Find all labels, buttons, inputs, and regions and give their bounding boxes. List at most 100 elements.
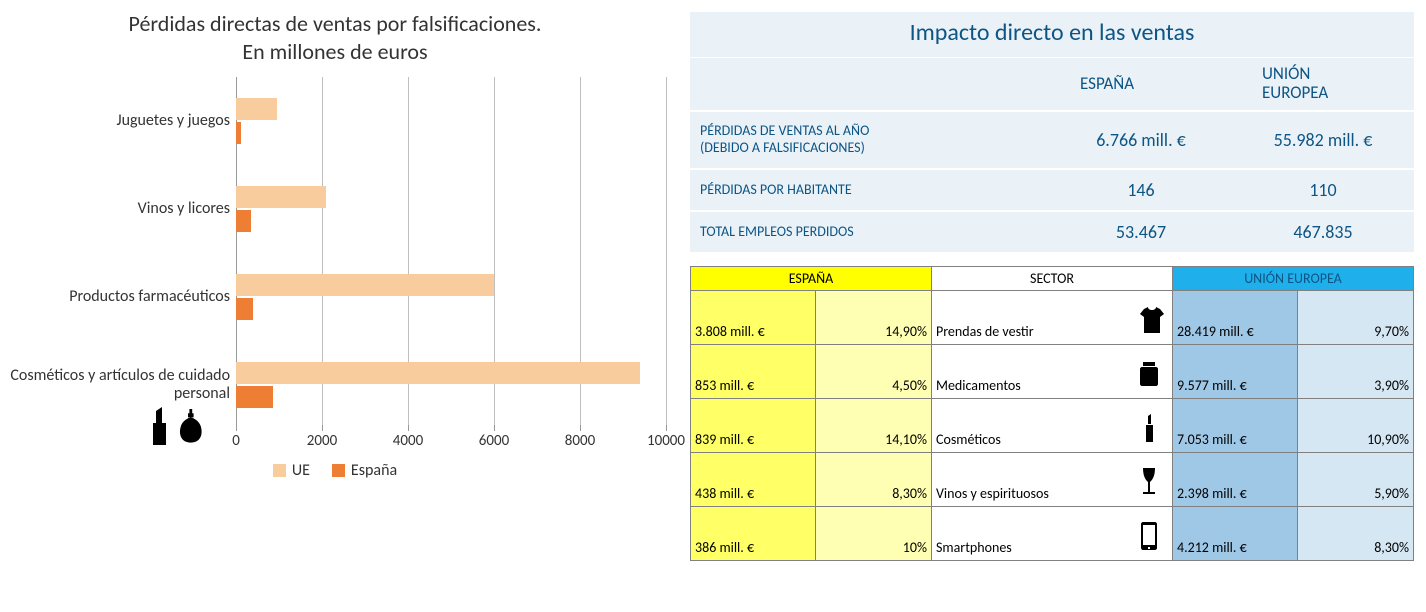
impact-header-spain: ESPAÑA (1050, 75, 1232, 94)
category-label: Productos farmacéuticos (0, 253, 230, 341)
xtick-mark (322, 425, 323, 431)
impact-value-spain: 146 (1050, 179, 1232, 201)
legend-label-espana: España (351, 461, 397, 480)
sector-name: Cosméticos (936, 431, 1130, 448)
sector-row: 438 mill. €8,30%Vinos y espirituosos 2.39… (691, 453, 1414, 507)
sector-row: 386 mill. €10%Smartphones 4.212 mill. €8,… (691, 507, 1414, 561)
sector-table: ESPAÑA SECTOR UNIÓN EUROPEA 3.808 mill. … (690, 266, 1414, 561)
meds-icon (1136, 352, 1168, 394)
bar-ue (236, 362, 640, 384)
xtick-label: 2000 (307, 432, 337, 450)
impact-row: PÉRDIDAS POR HABITANTE146110 (690, 168, 1414, 210)
sector-name-cell: Prendas de vestir (931, 291, 1172, 345)
bar-group (236, 77, 670, 165)
sector-es-percent: 14,10% (816, 399, 932, 453)
x-axis: 0200040006000800010000 (236, 429, 666, 459)
legend: UE España (0, 461, 670, 480)
bar-ue (236, 186, 326, 208)
sector-name: Prendas de vestir (936, 323, 1130, 340)
bar-ue (236, 274, 494, 296)
sector-es-value: 386 mill. € (691, 507, 816, 561)
xtick-mark (408, 425, 409, 431)
chart-title-line2: En millones de euros (242, 38, 427, 65)
impact-row-label: TOTAL EMPLEOS PERDIDOS (690, 224, 1050, 241)
sector-eu-value: 28.419 mill. € (1172, 291, 1297, 345)
xtick-label: 8000 (565, 432, 595, 450)
impact-value-eu: 467.835 (1232, 221, 1414, 243)
sector-row: 853 mill. €4,50%Medicamentos 9.577 mill. … (691, 345, 1414, 399)
impact-value-eu: 110 (1232, 179, 1414, 201)
lipstick-icon (1136, 406, 1168, 448)
xtick-mark (580, 425, 581, 431)
sector-es-value: 438 mill. € (691, 453, 816, 507)
legend-swatch-ue (273, 464, 286, 477)
page: Pérdidas directas de ventas por falsific… (0, 0, 1426, 612)
category-label: Juguetes y juegos (0, 77, 230, 165)
impact-header-eu: UNIÓN EUROPEA (1232, 65, 1414, 102)
sector-es-percent: 4,50% (816, 345, 932, 399)
xtick-label: 10000 (647, 432, 685, 450)
sector-es-percent: 8,30% (816, 453, 932, 507)
sector-row: 3.808 mill. €14,90%Prendas de vestir28.4… (691, 291, 1414, 345)
impact-header: ESPAÑA UNIÓN EUROPEA (690, 58, 1414, 110)
bar-españa (236, 298, 253, 320)
sector-name-cell: Cosméticos (931, 399, 1172, 453)
sector-header-sector: SECTOR (931, 267, 1172, 291)
sector-eu-value: 7.053 mill. € (1172, 399, 1297, 453)
xtick-mark (666, 425, 667, 431)
impact-row-label: PÉRDIDAS POR HABITANTE (690, 182, 1050, 199)
legend-item-espana: España (332, 461, 397, 480)
cosmetics-icon (150, 405, 210, 454)
chart-title-line1: Pérdidas directas de ventas por falsific… (129, 10, 542, 37)
bar-españa (236, 210, 251, 232)
impact-row: PÉRDIDAS DE VENTAS AL AÑO(DEBIDO A FALSI… (690, 110, 1414, 168)
sector-name: Smartphones (936, 539, 1130, 556)
bar-ue (236, 98, 277, 120)
sector-name-cell: Vinos y espirituosos (931, 453, 1172, 507)
plot-area (236, 77, 670, 429)
wine-icon (1136, 460, 1168, 502)
bar-españa (236, 386, 273, 408)
sector-eu-value: 4.212 mill. € (1172, 507, 1297, 561)
impact-row: TOTAL EMPLEOS PERDIDOS53.467467.835 (690, 210, 1414, 252)
sector-name: Medicamentos (936, 377, 1130, 394)
category-labels: Juguetes y juegosVinos y licoresProducto… (0, 77, 236, 429)
sector-eu-percent: 5,90% (1298, 453, 1414, 507)
impact-value-spain: 53.467 (1050, 221, 1232, 243)
xtick-label: 4000 (393, 432, 423, 450)
sector-eu-percent: 9,70% (1298, 291, 1414, 345)
legend-item-ue: UE (273, 461, 310, 480)
right-panel: Impacto directo en las ventas ESPAÑA UNI… (690, 0, 1426, 612)
impact-title: Impacto directo en las ventas (690, 12, 1414, 58)
impact-value-eu: 55.982 mill. € (1232, 129, 1414, 151)
xtick-mark (494, 425, 495, 431)
shirt-icon (1136, 298, 1168, 340)
sector-es-value: 853 mill. € (691, 345, 816, 399)
sector-es-value: 3.808 mill. € (691, 291, 816, 345)
sector-eu-value: 9.577 mill. € (1172, 345, 1297, 399)
sector-header-spain: ESPAÑA (691, 267, 932, 291)
phone-icon (1136, 514, 1168, 556)
sector-eu-percent: 8,30% (1298, 507, 1414, 561)
sector-es-percent: 10% (816, 507, 932, 561)
xtick-label: 0 (232, 432, 240, 450)
sector-header-row: ESPAÑA SECTOR UNIÓN EUROPEA (691, 267, 1414, 291)
impact-value-spain: 6.766 mill. € (1050, 129, 1232, 151)
sector-name-cell: Medicamentos (931, 345, 1172, 399)
chart-panel: Pérdidas directas de ventas por falsific… (0, 0, 690, 612)
bar-group (236, 253, 670, 341)
sector-es-value: 839 mill. € (691, 399, 816, 453)
sector-eu-value: 2.398 mill. € (1172, 453, 1297, 507)
legend-swatch-espana (332, 464, 345, 477)
bar-españa (236, 122, 241, 144)
bar-group (236, 165, 670, 253)
sector-header-eu: UNIÓN EUROPEA (1172, 267, 1413, 291)
chart-title: Pérdidas directas de ventas por falsific… (0, 10, 670, 65)
sector-name-cell: Smartphones (931, 507, 1172, 561)
impact-row-label: PÉRDIDAS DE VENTAS AL AÑO(DEBIDO A FALSI… (690, 123, 1050, 157)
xtick-mark (236, 425, 237, 431)
legend-label-ue: UE (292, 461, 310, 480)
category-label: Vinos y licores (0, 165, 230, 253)
sector-name: Vinos y espirituosos (936, 485, 1130, 502)
sector-eu-percent: 3,90% (1298, 345, 1414, 399)
